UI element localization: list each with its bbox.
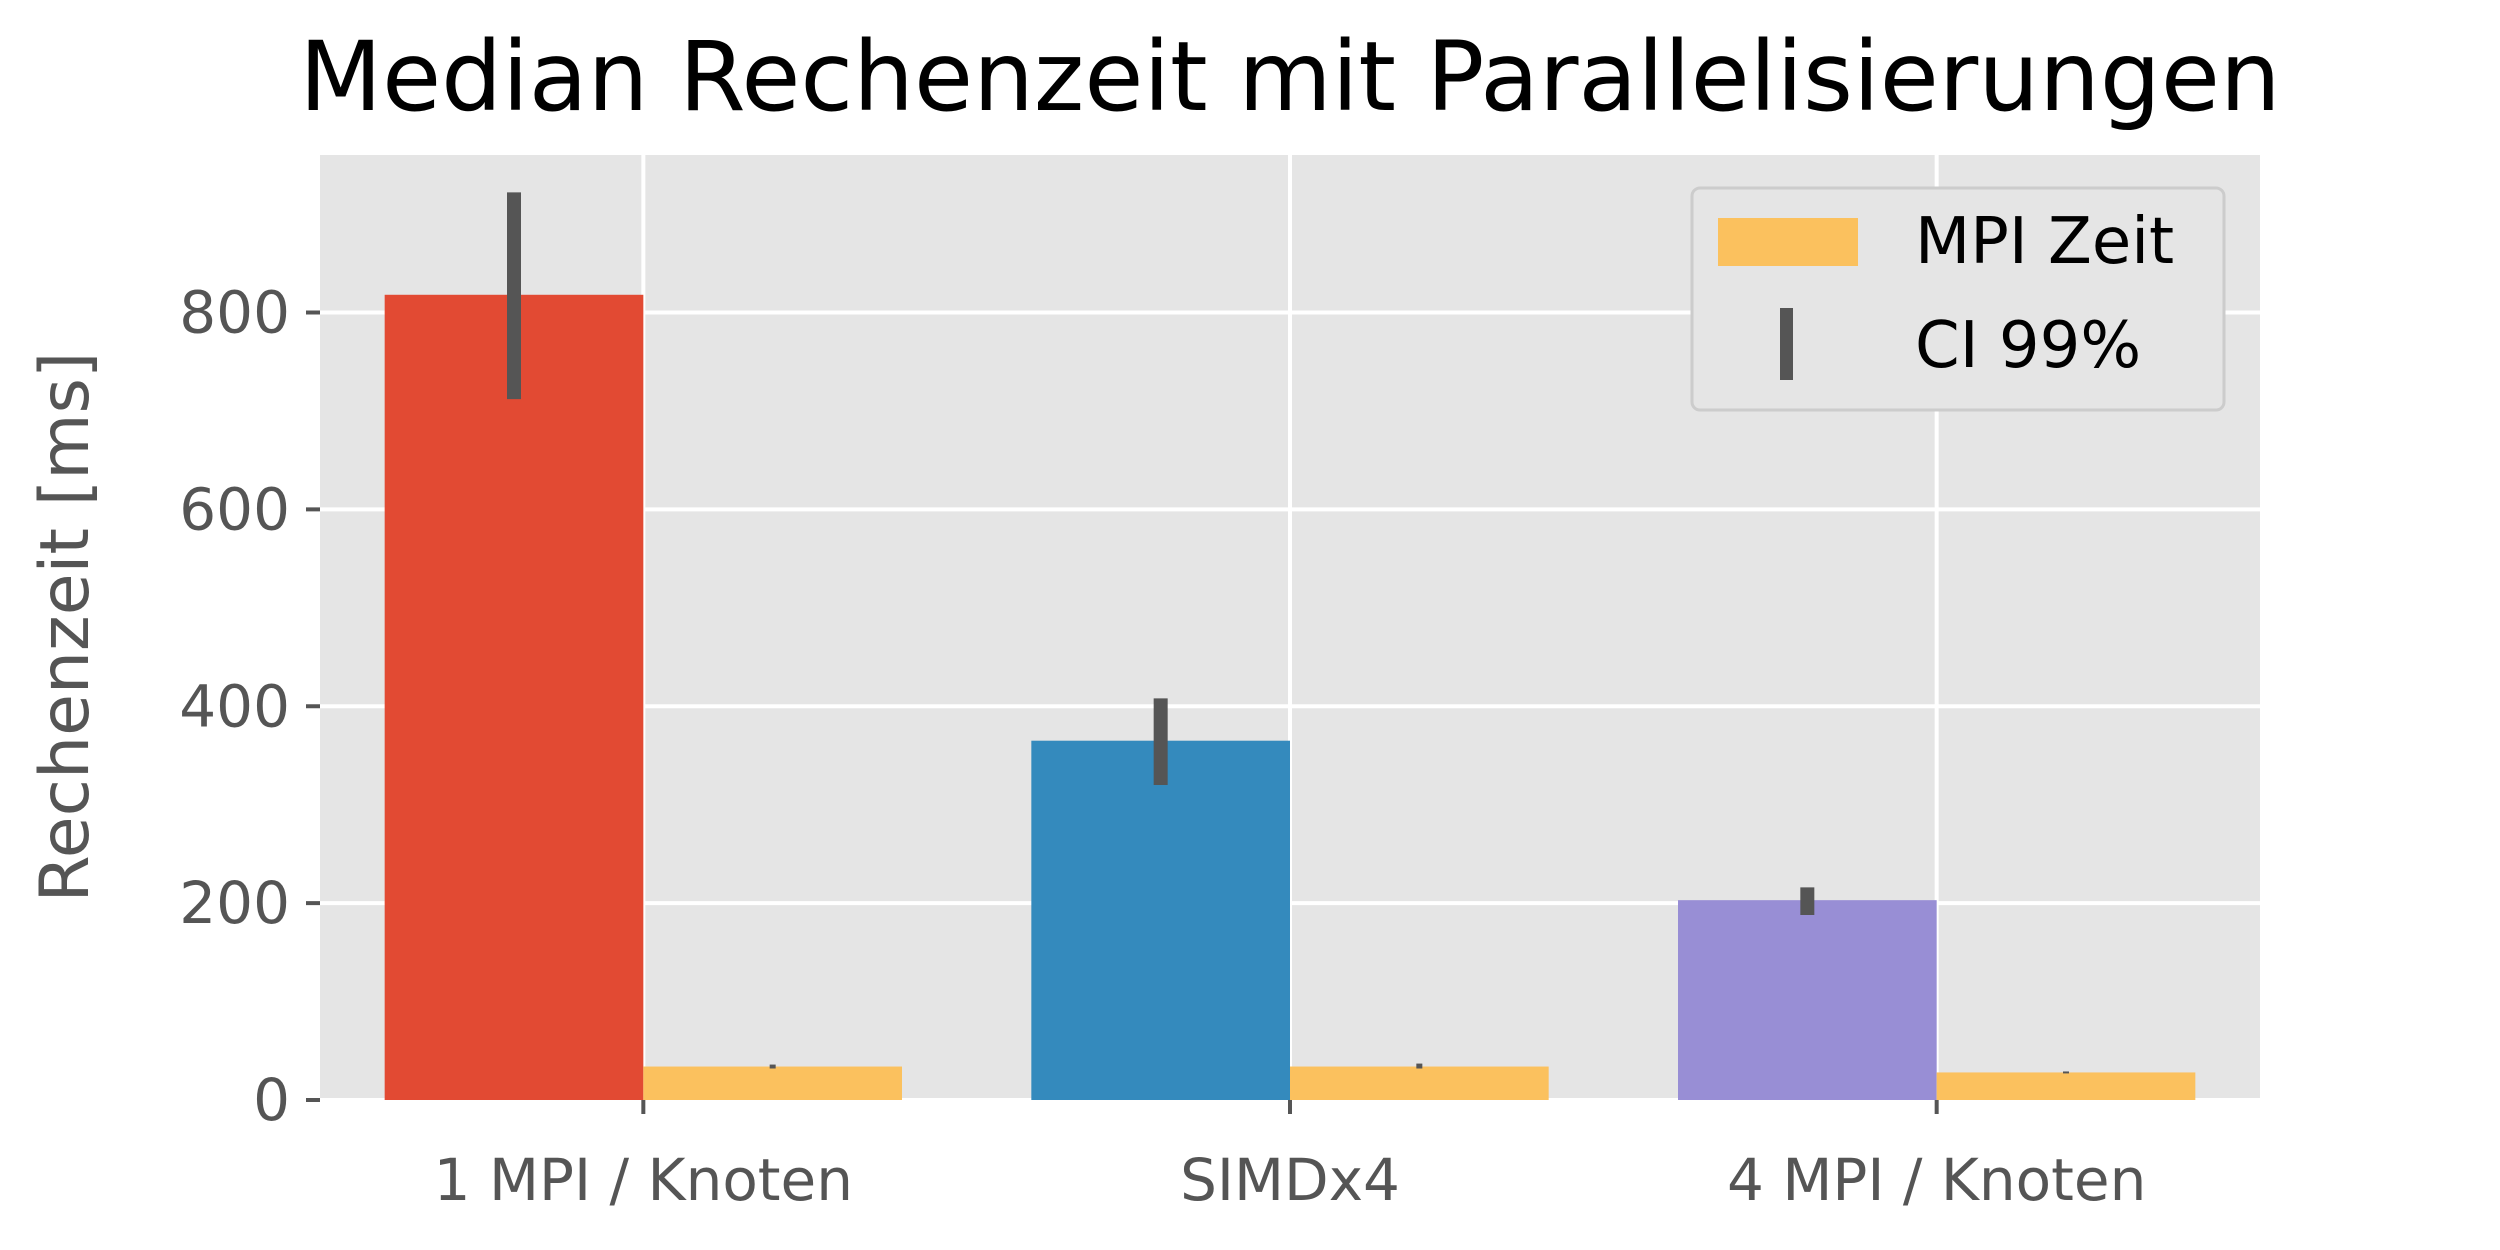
bar-mpi-zeit xyxy=(1936,1072,2196,1100)
bar-mpi-zeit xyxy=(1290,1066,1549,1100)
legend-mpi-zeit-patch xyxy=(1718,218,1858,266)
bar-rechenzeit xyxy=(1678,900,1937,1100)
legend-ci-label: CI 99% xyxy=(1915,309,2141,383)
x-tick-label: 4 MPI / Knoten xyxy=(1727,1146,2146,1214)
y-axis-label: Rechenzeit [ms] xyxy=(26,352,105,903)
bars xyxy=(384,294,2196,1100)
y-tick-label: 800 xyxy=(179,279,290,347)
bar-mpi-zeit xyxy=(643,1066,902,1100)
bar-rechenzeit xyxy=(1031,740,1290,1100)
x-axis-ticks: 1 MPI / Knoten SIMDx4 4 MPI / Knoten xyxy=(434,1100,2146,1214)
y-tick-label: 400 xyxy=(179,672,290,740)
y-tick-label: 200 xyxy=(179,869,290,937)
chart-title: Median Rechenzeit mit Parallelisierungen xyxy=(299,21,2281,133)
y-tick-label: 600 xyxy=(179,475,290,543)
legend-mpi-zeit-label: MPI Zeit xyxy=(1915,205,2174,279)
bar-rechenzeit xyxy=(384,294,644,1100)
legend-ci-errorbar-symbol xyxy=(1780,308,1793,380)
y-axis-ticks: 0 200 400 600 800 xyxy=(179,279,320,1134)
y-tick-label: 0 xyxy=(253,1066,290,1134)
x-tick-label: 1 MPI / Knoten xyxy=(434,1146,853,1214)
error-bars xyxy=(507,192,2069,1074)
x-tick-label: SIMDx4 xyxy=(1180,1146,1400,1214)
legend: MPI Zeit CI 99% xyxy=(1690,186,2226,412)
